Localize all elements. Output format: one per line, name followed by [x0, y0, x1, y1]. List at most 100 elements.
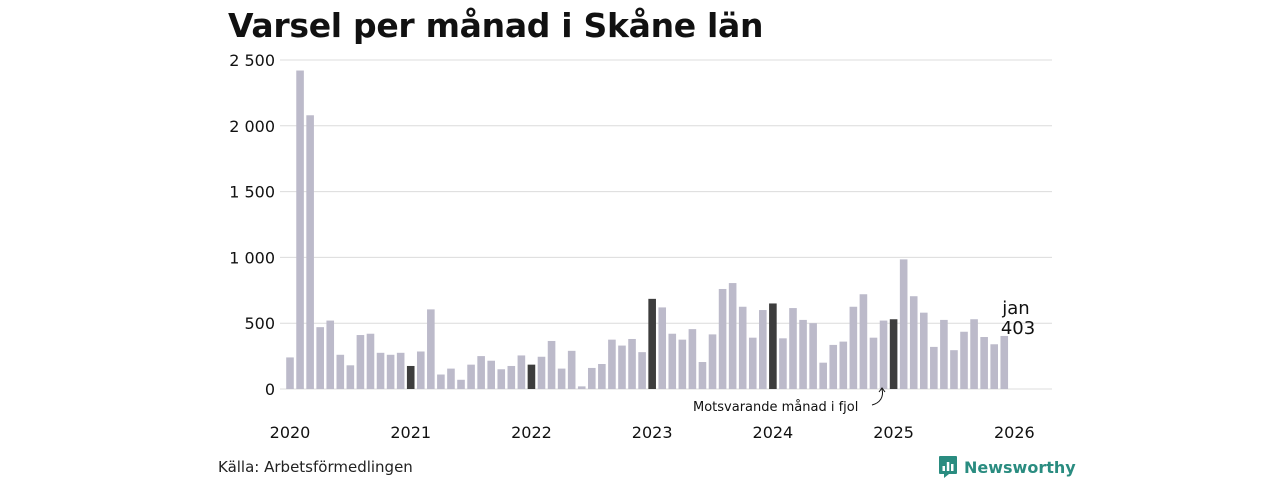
brand-name: Newsworthy: [964, 457, 1076, 477]
bar-2024-09: [849, 306, 858, 389]
x-tick-label: 2022: [511, 423, 552, 442]
bar-2025-04: [919, 312, 928, 389]
bar-2022-07: [588, 367, 596, 389]
bar-2022-09: [608, 339, 616, 389]
bar-2022-01: [527, 364, 536, 389]
bar-2025-11: [990, 344, 998, 389]
bar-2022-12: [638, 352, 646, 389]
bar-2021-12: [517, 355, 526, 389]
bar-2021-05: [447, 368, 455, 389]
bar-2020-09: [366, 333, 375, 389]
chart-title: Varsel per månad i Skåne län: [228, 6, 764, 45]
latest-label: jan 403: [1001, 298, 1035, 339]
bar-2025-02: [899, 259, 908, 389]
bar-2023-05: [688, 329, 697, 389]
bar-2022-11: [628, 338, 636, 389]
bar-2025-06: [940, 319, 948, 389]
bar-2023-02: [658, 307, 667, 389]
bar-2020-03: [306, 115, 314, 390]
y-tick-label: 1 000: [229, 248, 275, 267]
bar-2022-02: [537, 356, 546, 389]
bar-2020-01: [286, 357, 294, 389]
bar-2020-08: [356, 335, 365, 389]
bar-2024-08: [839, 341, 848, 389]
bar-2021-04: [437, 374, 445, 389]
bar-2024-03: [789, 308, 797, 389]
y-tick-label: 2 500: [229, 51, 275, 70]
bar-2025-03: [909, 296, 918, 389]
annotation-arrow: [871, 388, 883, 406]
bar-2024-01: [769, 303, 777, 389]
bar-2023-12: [759, 310, 767, 389]
bar-2020-02: [296, 70, 304, 389]
bar-2020-12: [396, 352, 405, 389]
bar-2024-10: [859, 294, 868, 389]
bar-2024-11: [869, 337, 878, 389]
bar-2024-02: [779, 338, 787, 389]
bar-2020-06: [336, 354, 345, 389]
x-tick-label: 2021: [390, 423, 431, 442]
annotation-arrowhead: [878, 387, 886, 393]
annotation-text: Motsvarande månad i fjol: [693, 400, 858, 415]
bar-2023-04: [678, 339, 687, 389]
x-tick-label: 2023: [632, 423, 673, 442]
bar-2023-07: [708, 334, 717, 389]
bar-2025-09: [970, 319, 978, 389]
bar-2021-01: [406, 365, 415, 389]
bar-2020-07: [346, 365, 355, 389]
bar-2020-05: [326, 320, 335, 389]
bar-2021-06: [457, 379, 465, 389]
bar-2025-05: [930, 346, 938, 389]
bar-2025-07: [950, 350, 958, 389]
bar-2021-02: [416, 351, 425, 389]
bar-2021-08: [477, 356, 485, 389]
bar-2021-03: [427, 309, 435, 389]
bar-2022-06: [577, 386, 586, 389]
bar-2020-04: [316, 327, 324, 389]
bar-2022-10: [618, 345, 626, 389]
x-tick-label: 2024: [753, 423, 794, 442]
bar-2022-08: [598, 364, 606, 389]
latest-value-label: 403: [1001, 318, 1035, 339]
bar-2021-11: [507, 365, 516, 389]
bar-2025-12: [1000, 335, 1009, 389]
x-tick-label: 2026: [994, 423, 1035, 442]
bar-2022-05: [567, 350, 576, 389]
bar-2024-12: [879, 320, 888, 389]
bar-2024-06: [819, 362, 827, 389]
annotation: Motsvarande månad i fjol: [693, 387, 886, 415]
bar-2023-01: [648, 298, 656, 389]
x-axis-ticks: 2020 2021 2022 2023 2024 2025 2026: [270, 423, 1035, 442]
bar-2025-10: [980, 337, 988, 389]
bar-2021-07: [467, 364, 475, 389]
y-tick-label: 2 000: [229, 117, 275, 136]
x-tick-label: 2020: [270, 423, 311, 442]
bar-2023-06: [698, 362, 707, 389]
latest-month-label: jan: [1001, 298, 1029, 319]
bars: [286, 70, 1009, 390]
brand: Newsworthy: [938, 455, 1076, 479]
bar-2023-11: [748, 337, 757, 389]
bar-2023-03: [668, 333, 677, 389]
x-tick-label: 2025: [873, 423, 914, 442]
newsworthy-logo-icon: [939, 456, 957, 478]
bar-2024-07: [829, 344, 838, 389]
bar-2024-05: [809, 323, 817, 389]
bar-2023-10: [738, 306, 747, 389]
bar-2025-08: [960, 331, 968, 389]
bar-2023-09: [728, 283, 737, 389]
bar-2025-01: [889, 319, 898, 389]
y-tick-label: 1 500: [229, 183, 275, 202]
bar-2021-09: [487, 360, 495, 389]
bar-2022-04: [557, 368, 566, 389]
y-tick-label: 500: [244, 314, 275, 333]
bar-2020-10: [376, 352, 385, 389]
y-tick-label: 0: [265, 380, 275, 399]
bar-2023-08: [718, 288, 727, 389]
bar-2024-04: [799, 319, 807, 389]
bar-2021-10: [497, 369, 506, 389]
y-axis-ticks: 0 500 1 000 1 500 2 000 2 500: [229, 51, 275, 399]
bar-2022-03: [547, 340, 556, 389]
bar-2020-11: [386, 354, 395, 389]
